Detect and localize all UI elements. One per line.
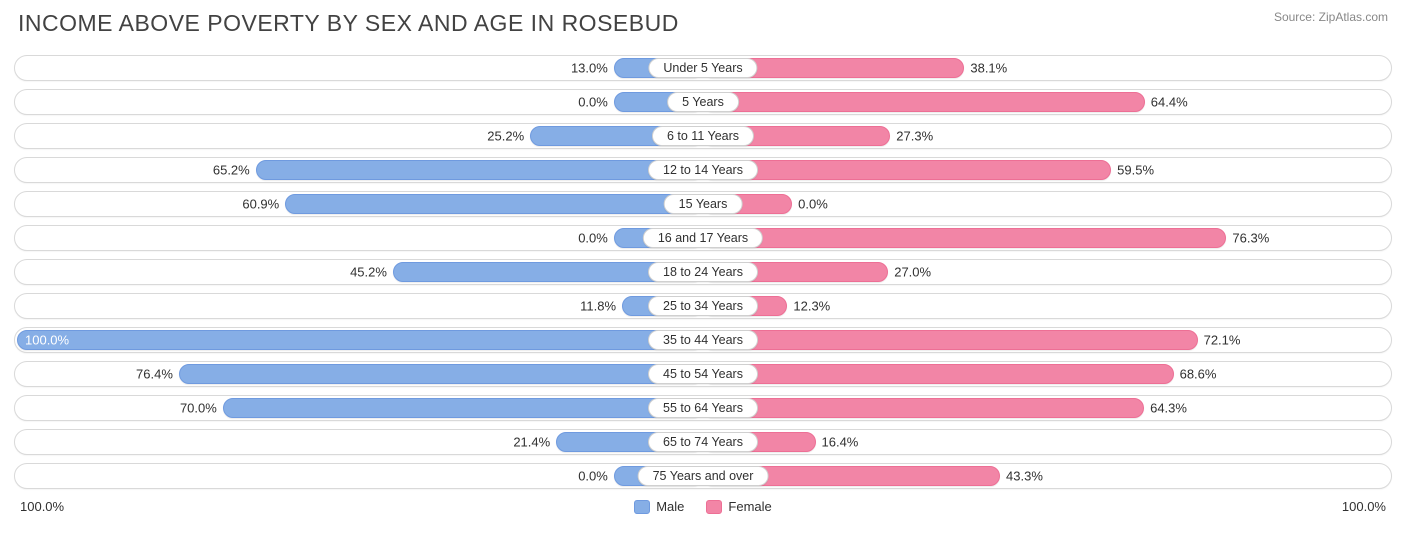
female-value-label: 43.3%	[1006, 469, 1043, 484]
chart-row: 0.0% 64.4% 5 Years	[14, 89, 1392, 115]
chart-row: 11.8% 12.3% 25 to 34 Years	[14, 293, 1392, 319]
male-value-label: 25.2%	[487, 129, 524, 144]
chart-row: 0.0% 43.3% 75 Years and over	[14, 463, 1392, 489]
chart-row: 25.2% 27.3% 6 to 11 Years	[14, 123, 1392, 149]
chart-row: 60.9% 0.0% 15 Years	[14, 191, 1392, 217]
male-bar	[223, 398, 703, 418]
male-value-label: 100.0%	[25, 333, 69, 348]
female-value-label: 27.0%	[894, 265, 931, 280]
category-label: 18 to 24 Years	[648, 262, 758, 282]
legend-male: Male	[634, 499, 684, 514]
male-bar	[17, 330, 703, 350]
male-value-label: 0.0%	[578, 469, 608, 484]
category-label: 25 to 34 Years	[648, 296, 758, 316]
category-label: 75 Years and over	[638, 466, 769, 486]
male-bar	[285, 194, 703, 214]
male-value-label: 21.4%	[513, 435, 550, 450]
female-bar	[703, 398, 1144, 418]
chart-row: 0.0% 76.3% 16 and 17 Years	[14, 225, 1392, 251]
female-value-label: 12.3%	[793, 299, 830, 314]
female-value-label: 0.0%	[798, 197, 828, 212]
legend: Male Female	[634, 499, 772, 514]
female-bar	[703, 330, 1198, 350]
male-swatch	[634, 500, 650, 514]
male-bar	[256, 160, 703, 180]
category-label: 6 to 11 Years	[652, 126, 754, 146]
chart-row: 65.2% 59.5% 12 to 14 Years	[14, 157, 1392, 183]
axis-left-label: 100.0%	[20, 499, 64, 514]
category-label: 55 to 64 Years	[648, 398, 758, 418]
male-value-label: 76.4%	[136, 367, 173, 382]
source-label: Source: ZipAtlas.com	[1274, 10, 1388, 24]
chart-row: 21.4% 16.4% 65 to 74 Years	[14, 429, 1392, 455]
male-value-label: 13.0%	[571, 61, 608, 76]
category-label: 16 and 17 Years	[643, 228, 763, 248]
male-value-label: 70.0%	[180, 401, 217, 416]
female-value-label: 38.1%	[970, 61, 1007, 76]
female-bar	[703, 92, 1145, 112]
legend-female-label: Female	[728, 499, 771, 514]
chart-row: 70.0% 64.3% 55 to 64 Years	[14, 395, 1392, 421]
diverging-bar-chart: 13.0% 38.1% Under 5 Years 0.0% 64.4% 5 Years 2…	[14, 55, 1392, 489]
male-value-label: 11.8%	[580, 299, 616, 314]
legend-female: Female	[706, 499, 771, 514]
chart-row: 13.0% 38.1% Under 5 Years	[14, 55, 1392, 81]
female-bar	[703, 160, 1111, 180]
category-label: 65 to 74 Years	[648, 432, 758, 452]
male-value-label: 0.0%	[578, 231, 608, 246]
female-value-label: 59.5%	[1117, 163, 1154, 178]
female-bar	[703, 364, 1174, 384]
female-value-label: 64.3%	[1150, 401, 1187, 416]
category-label: 15 Years	[664, 194, 743, 214]
chart-title: INCOME ABOVE POVERTY BY SEX AND AGE IN R…	[18, 10, 679, 37]
category-label: 45 to 54 Years	[648, 364, 758, 384]
female-value-label: 68.6%	[1180, 367, 1217, 382]
category-label: 35 to 44 Years	[648, 330, 758, 350]
female-value-label: 72.1%	[1204, 333, 1241, 348]
male-value-label: 60.9%	[242, 197, 279, 212]
female-value-label: 27.3%	[896, 129, 933, 144]
female-value-label: 16.4%	[822, 435, 859, 450]
chart-row: 100.0% 72.1% 35 to 44 Years	[14, 327, 1392, 353]
female-value-label: 64.4%	[1151, 95, 1188, 110]
female-bar	[703, 228, 1226, 248]
female-swatch	[706, 500, 722, 514]
category-label: 5 Years	[667, 92, 739, 112]
legend-male-label: Male	[656, 499, 684, 514]
chart-row: 45.2% 27.0% 18 to 24 Years	[14, 259, 1392, 285]
male-value-label: 0.0%	[578, 95, 608, 110]
category-label: Under 5 Years	[648, 58, 757, 78]
male-bar	[179, 364, 703, 384]
female-value-label: 76.3%	[1232, 231, 1269, 246]
axis-right-label: 100.0%	[1342, 499, 1386, 514]
male-value-label: 45.2%	[350, 265, 387, 280]
male-value-label: 65.2%	[213, 163, 250, 178]
chart-row: 76.4% 68.6% 45 to 54 Years	[14, 361, 1392, 387]
category-label: 12 to 14 Years	[648, 160, 758, 180]
